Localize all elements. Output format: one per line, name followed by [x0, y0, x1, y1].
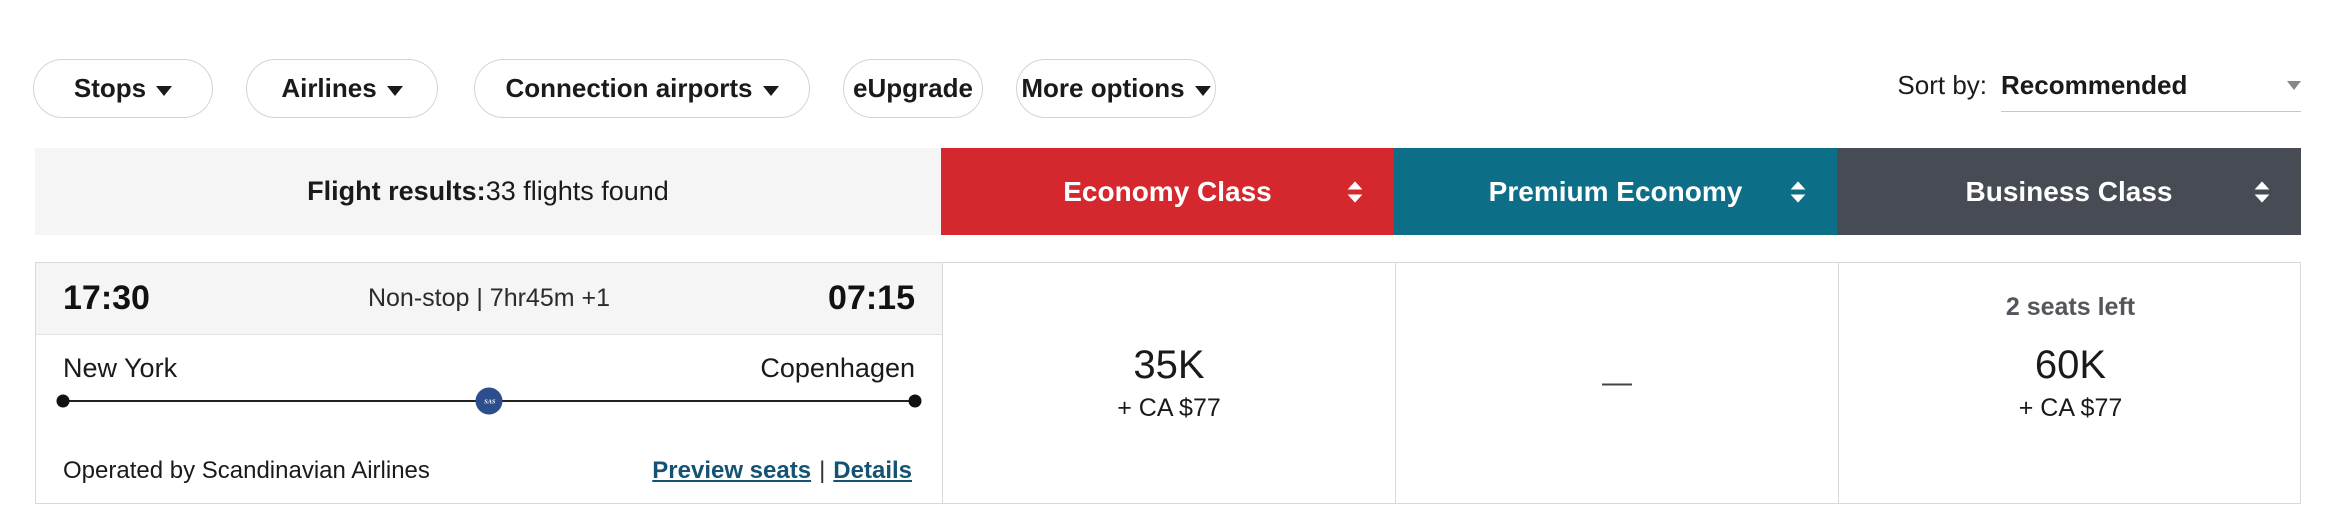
svg-text:SAS: SAS — [484, 398, 496, 405]
